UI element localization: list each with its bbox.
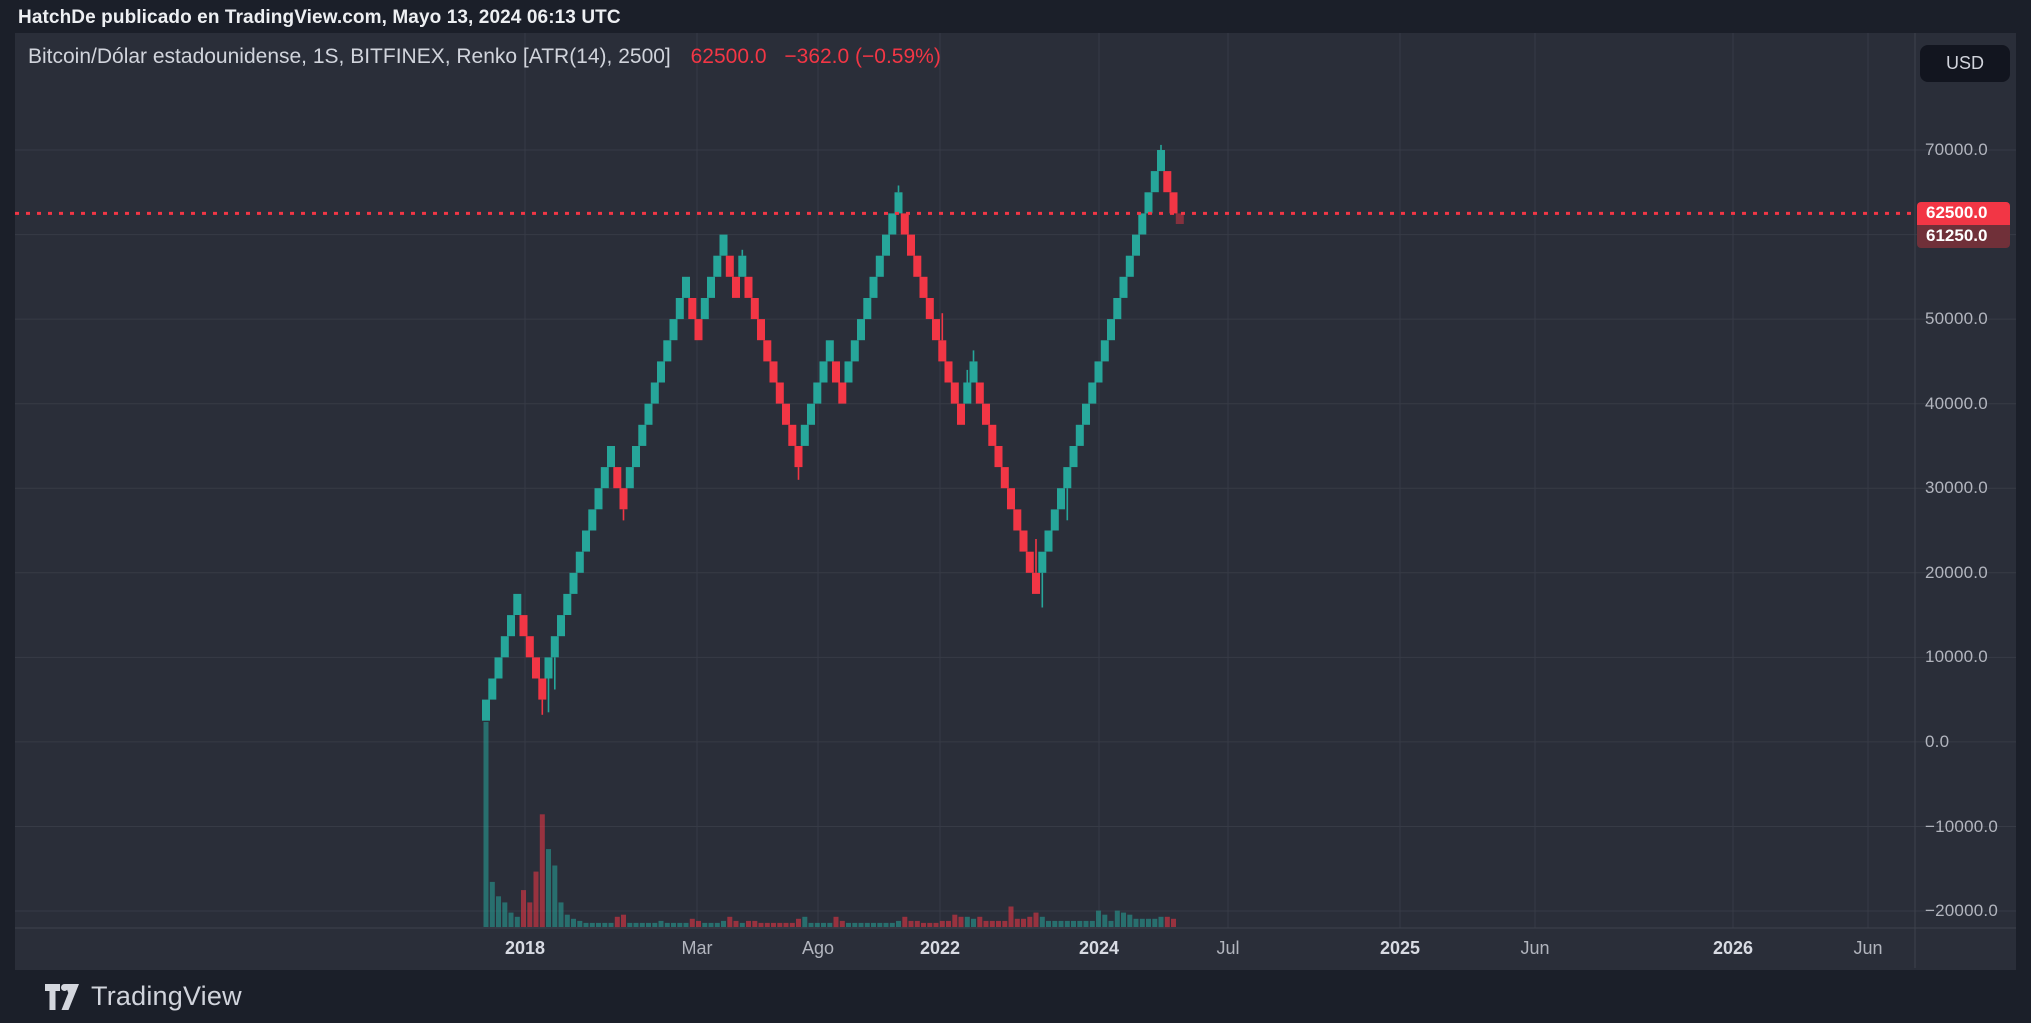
footer-bar: TradingView <box>0 970 2031 1023</box>
chart-pane[interactable] <box>15 33 2016 970</box>
time-axis-label: Jul <box>1216 938 1240 958</box>
symbol-title: Bitcoin/Dólar estadounidense, 1S, BITFIN… <box>28 45 671 68</box>
time-axis-label: 2018 <box>504 938 546 958</box>
tradingview-wordmark[interactable]: TradingView <box>91 981 242 1011</box>
price-tick-label: −10000.0 <box>1925 816 1998 836</box>
time-axis-label: 2025 <box>1379 938 1421 958</box>
price-tick-label: 40000.0 <box>1925 393 1988 413</box>
currency-toggle-button[interactable]: USD <box>1920 45 2010 82</box>
attribution-text: HatchDe publicado en TradingView.com, Ma… <box>18 7 621 28</box>
price-tick-label: 30000.0 <box>1925 478 1988 498</box>
price-tick-label: 70000.0 <box>1925 140 1988 159</box>
time-axis-label: 2022 <box>919 938 961 958</box>
price-tick-label: 10000.0 <box>1925 647 1988 667</box>
last-price-value: 62500.0 <box>690 45 767 68</box>
price-tick-label: 0.0 <box>1925 731 1950 751</box>
time-axis-label: 2026 <box>1712 938 1754 958</box>
price-tick-label: 20000.0 <box>1925 562 1988 582</box>
time-axis-label: Jun <box>1853 938 1883 958</box>
price-tick-label: −20000.0 <box>1925 901 1998 920</box>
time-axis-label: Mar <box>681 938 713 958</box>
current-price-badge: 62500.0 <box>1917 201 2010 225</box>
price-tick-label: 50000.0 <box>1925 309 1988 329</box>
tradingview-logo-icon[interactable] <box>45 983 79 1010</box>
chart-legend[interactable]: Bitcoin/Dólar estadounidense, 1S, BITFIN… <box>28 44 941 70</box>
brick-level-badge: 61250.0 <box>1917 224 2010 248</box>
time-axis-label: Ago <box>801 938 835 958</box>
time-axis-label: Jun <box>1520 938 1550 958</box>
price-change-value: −362.0 (−0.59%) <box>784 45 941 68</box>
time-axis-label: 2024 <box>1078 938 1120 958</box>
